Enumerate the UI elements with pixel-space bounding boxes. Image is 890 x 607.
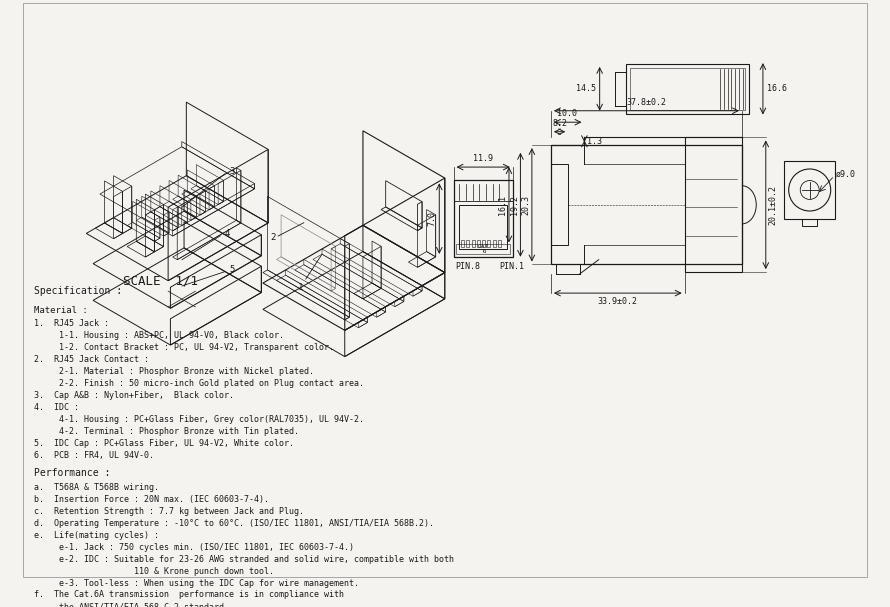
Text: 33.9±0.2: 33.9±0.2 [598,297,638,306]
Bar [627,64,748,114]
Text: ø9.0: ø9.0 [836,169,855,178]
Text: 4.  IDC :: 4. IDC : [34,403,78,412]
Bar [551,164,568,245]
Text: b.  Insertion Force : 20N max. (IEC 60603-7-4).: b. Insertion Force : 20N max. (IEC 60603… [34,495,269,504]
Text: 20.3: 20.3 [521,195,530,215]
Text: 4-2. Terminal : Phosphor Bronze with Tin plated.: 4-2. Terminal : Phosphor Bronze with Tin… [34,427,298,436]
Text: 1.  RJ45 Jack :: 1. RJ45 Jack : [34,319,109,328]
Bar [454,180,513,202]
Text: 4: 4 [225,229,231,238]
Bar [461,240,464,247]
Text: CAT
 6: CAT 6 [478,244,489,254]
Text: e-3. Tool-less : When using the IDC Cap for wire management.: e-3. Tool-less : When using the IDC Cap … [34,578,359,588]
Text: 19.2: 19.2 [509,195,519,215]
Bar [630,68,745,110]
Text: 1-2. Contact Bracket : PC, UL 94-V2, Transparent color.: 1-2. Contact Bracket : PC, UL 94-V2, Tra… [34,343,334,352]
Text: PIN.1: PIN.1 [499,262,524,271]
Text: 3.  Cap A&B : Nylon+Fiber,  Black color.: 3. Cap A&B : Nylon+Fiber, Black color. [34,391,233,400]
Bar [493,240,496,247]
Text: 5: 5 [230,265,235,274]
Text: Specification :: Specification : [34,287,122,296]
Bar [684,137,742,272]
Text: 37.8±0.2: 37.8±0.2 [627,98,667,107]
Bar [457,245,510,254]
Bar [482,240,485,247]
Text: 6.  PCB : FR4, UL 94V-0.: 6. PCB : FR4, UL 94V-0. [34,450,153,459]
Text: 2.  RJ45 Jack Contact :: 2. RJ45 Jack Contact : [34,355,149,364]
Text: 14.5: 14.5 [576,84,595,93]
Text: 16.1: 16.1 [498,195,507,215]
Text: 11.9: 11.9 [473,154,493,163]
Text: the ANSI/TIA/EIA 568 C.2 standard.: the ANSI/TIA/EIA 568 C.2 standard. [34,602,229,607]
Bar [784,161,836,219]
Text: Material :: Material : [34,305,87,314]
Text: e-2. IDC : Suitable for 23-26 AWG stranded and solid wire, compatible with both: e-2. IDC : Suitable for 23-26 AWG strand… [34,555,454,564]
Text: 7.0: 7.0 [427,211,436,226]
Text: d.  Operating Temperature : -10°C to 60°C. (ISO/IEC 11801, ANSI/TIA/EIA 568B.2).: d. Operating Temperature : -10°C to 60°C… [34,519,433,528]
Bar [477,240,480,247]
Text: 1-1. Housing : ABS+PC, UL 94-V0, Black color.: 1-1. Housing : ABS+PC, UL 94-V0, Black c… [34,331,284,341]
Text: 2-1. Material : Phosphor Bronze with Nickel plated.: 2-1. Material : Phosphor Bronze with Nic… [34,367,313,376]
Text: 1: 1 [298,283,303,293]
Text: e-1. Jack : 750 cycles min. (ISO/IEC 11801, IEC 60603-7-4.): e-1. Jack : 750 cycles min. (ISO/IEC 118… [34,543,353,552]
Bar [454,180,513,257]
Text: 8.2: 8.2 [552,119,567,128]
Text: Performance :: Performance : [34,468,109,478]
Text: e.  Life(mating cycles) :: e. Life(mating cycles) : [34,531,158,540]
Bar [459,205,507,249]
Text: 3: 3 [230,167,235,176]
Text: f.  The Cat.6A transmission  performance is in compliance with: f. The Cat.6A transmission performance i… [34,591,344,600]
Text: c.  Retention Strength : 7.7 kg between Jack and Plug.: c. Retention Strength : 7.7 kg between J… [34,507,303,516]
Text: a.  T568A & T568B wiring.: a. T568A & T568B wiring. [34,483,158,492]
Bar [551,145,742,265]
Text: 5.  IDC Cap : PC+Glass Fiber, UL 94-V2, White color.: 5. IDC Cap : PC+Glass Fiber, UL 94-V2, W… [34,439,294,448]
Bar [488,240,490,247]
Bar [472,240,474,247]
Text: PIN.8: PIN.8 [456,262,481,271]
Text: 10.0: 10.0 [557,109,578,118]
Bar [802,219,817,226]
Bar [498,240,501,247]
Text: 2: 2 [271,233,276,242]
Text: 1.3: 1.3 [587,137,603,146]
Text: SCALE  1/1: SCALE 1/1 [123,274,198,287]
Text: 110 & Krone punch down tool.: 110 & Krone punch down tool. [34,566,273,575]
Text: 20.1±0.2: 20.1±0.2 [769,185,778,225]
Bar [466,240,469,247]
Text: 4-1. Housing : PC+Glass Fiber, Grey color(RAL7035), UL 94V-2.: 4-1. Housing : PC+Glass Fiber, Grey colo… [34,415,363,424]
Text: 16.6: 16.6 [767,84,787,93]
Text: 2-2. Finish : 50 micro-inch Gold plated on Plug contact area.: 2-2. Finish : 50 micro-inch Gold plated … [34,379,363,388]
